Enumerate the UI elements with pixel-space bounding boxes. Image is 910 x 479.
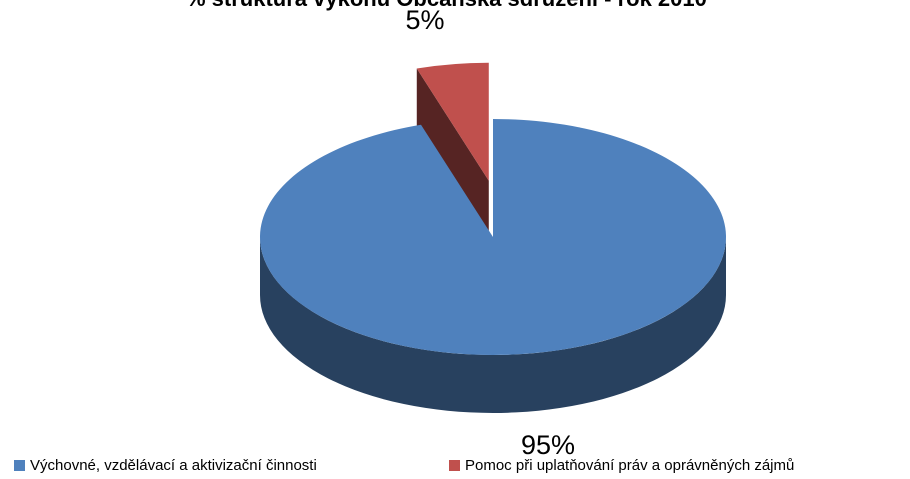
slice-side — [260, 237, 726, 413]
legend-label: Výchovné, vzdělávací a aktivizační činno… — [30, 457, 317, 474]
legend-label: Pomoc při uplatňování práv a oprávněných… — [465, 457, 794, 474]
legend-swatch — [14, 460, 25, 471]
pie-slice — [260, 119, 727, 356]
pie-slice — [416, 62, 489, 181]
legend-swatch — [449, 460, 460, 471]
data-label: 5% — [405, 5, 444, 35]
slice-cut-face — [416, 68, 489, 239]
chart-title: % struktura výkonů Občanská sdružení - r… — [186, 0, 707, 11]
data-label: 95% — [521, 430, 575, 460]
